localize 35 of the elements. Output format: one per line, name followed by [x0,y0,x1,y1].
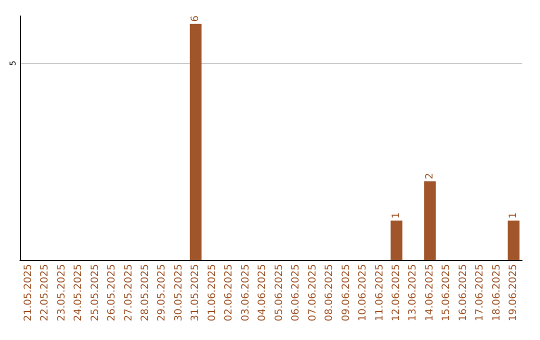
x-tick-label: 05.06.2025 [274,264,285,322]
x-tick-label: 12.06.2025 [391,264,402,322]
x-tick-label: 21.05.2025 [22,264,34,322]
x-tick-label: 31.05.2025 [190,264,202,322]
data-label: 1 [508,212,520,219]
x-tick-label: 13.06.2025 [408,264,419,322]
x-tick-label: 23.05.2025 [56,264,68,322]
x-tick-label: 28.05.2025 [140,264,151,322]
x-tick-label: 14.06.2025 [424,264,436,322]
x-tick-label: 22.05.2025 [40,264,51,322]
x-tick-label: 16.06.2025 [458,264,469,322]
x-tick-label: 27.05.2025 [123,264,134,322]
y-tick-label: 5 [8,60,18,66]
data-label: 6 [190,15,202,22]
x-tick-label: 26.05.2025 [106,264,118,322]
x-tick-label: 19.06.2025 [508,264,520,322]
x-tick-label: 08.06.2025 [324,264,336,322]
x-tick-label: 10.06.2025 [358,264,369,322]
x-tick-label: 04.06.2025 [257,264,268,322]
x-tick-label: 03.06.2025 [240,264,252,322]
x-tick-label: 09.06.2025 [340,264,352,322]
x-tick-label: 01.06.2025 [206,264,218,322]
x-tick-label: 02.06.2025 [224,264,235,322]
data-label: 1 [391,212,402,219]
x-tick-label: 17.06.2025 [474,264,486,322]
x-tick-label: 07.06.2025 [307,264,318,322]
x-tick-label: 30.05.2025 [173,264,184,322]
x-tick-label: 24.05.2025 [73,264,84,322]
x-tick-label: 06.06.2025 [290,264,302,322]
data-label: 2 [424,172,436,180]
x-tick-label: 18.06.2025 [491,264,502,322]
x-tick-label: 15.06.2025 [441,264,452,322]
x-tick-label: 11.06.2025 [374,264,386,322]
x-tick-label: 25.05.2025 [90,264,101,322]
x-tick-label: 29.05.2025 [156,264,168,322]
